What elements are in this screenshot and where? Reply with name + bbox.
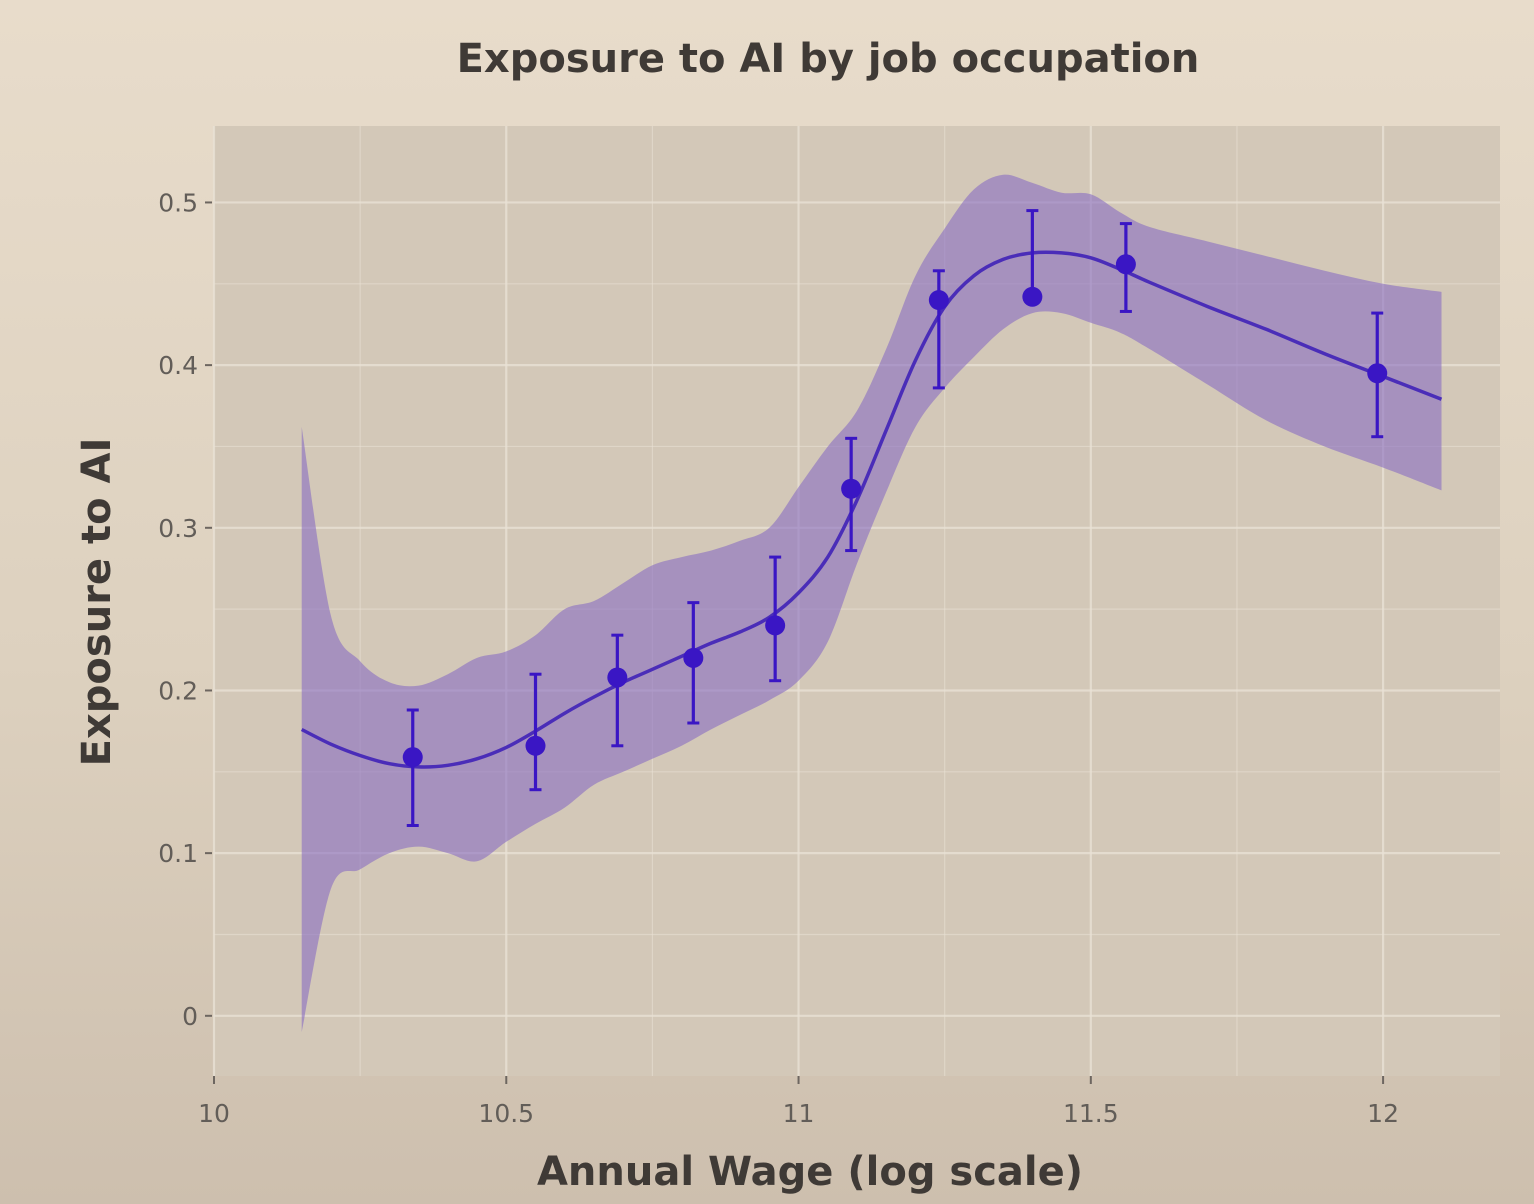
y-tick-label: 0.3 bbox=[158, 514, 198, 543]
x-tick-label: 12 bbox=[1367, 1099, 1399, 1128]
data-point bbox=[525, 735, 546, 756]
data-point bbox=[607, 667, 628, 688]
y-tick-label: 0.1 bbox=[158, 839, 198, 868]
y-tick-label: 0 bbox=[182, 1002, 198, 1031]
data-point bbox=[1367, 363, 1388, 384]
x-tick-label: 11.5 bbox=[1063, 1099, 1119, 1128]
y-tick-label: 0.4 bbox=[158, 351, 198, 380]
data-point bbox=[765, 615, 786, 636]
y-tick-label: 0.5 bbox=[158, 188, 198, 217]
data-point bbox=[928, 290, 949, 311]
x-axis: 10 10.5 11 11.5 12 bbox=[198, 1076, 1399, 1128]
y-tick-label: 0.2 bbox=[158, 676, 198, 705]
data-point bbox=[1022, 286, 1043, 307]
x-tick-label: 10 bbox=[198, 1099, 230, 1128]
chart-title: Exposure to AI by job occupation bbox=[457, 36, 1200, 82]
y-axis-title: Exposure to AI bbox=[74, 438, 120, 767]
data-points bbox=[402, 254, 1388, 768]
x-tick-label: 11 bbox=[783, 1099, 815, 1128]
y-axis: 0 0.1 0.2 0.3 0.4 0.5 bbox=[158, 188, 212, 1031]
x-axis-title: Annual Wage (log scale) bbox=[537, 1149, 1083, 1195]
data-point bbox=[683, 647, 704, 668]
data-point bbox=[1115, 254, 1136, 275]
x-tick-label: 10.5 bbox=[478, 1099, 534, 1128]
data-point bbox=[841, 478, 862, 499]
data-point bbox=[402, 747, 423, 768]
